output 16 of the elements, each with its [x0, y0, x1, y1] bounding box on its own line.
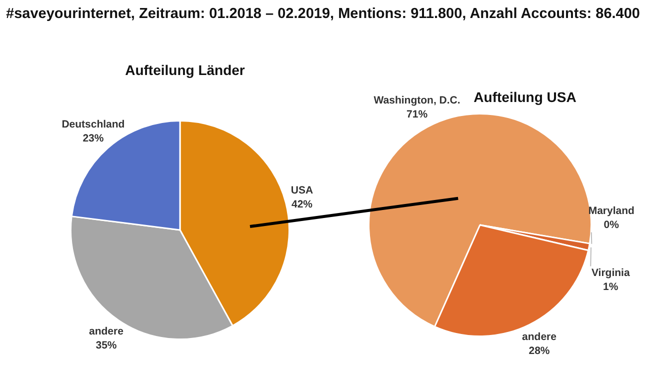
slice-label: USA	[290, 184, 314, 196]
data-label: 35%	[96, 339, 118, 352]
chart-subtitle: Aufteilung Länder	[125, 62, 245, 78]
slice-label: andere	[89, 325, 124, 338]
data-label: 28%	[528, 345, 550, 358]
chart-title: #saveyourinternet, Zeitraum: 01.2018 – 02.2019, Mentions: 911.800, Anzahl Accounts: 86.400	[6, 6, 640, 22]
data-label: 42%	[291, 198, 314, 210]
data-label: 1%	[603, 281, 619, 294]
slice-label: Washington, D.C.	[374, 94, 460, 106]
slice-label: Deutschland	[62, 118, 125, 130]
slice-label: andere	[522, 331, 557, 344]
data-label: 71%	[406, 108, 428, 120]
chart-title: Aufteilung USA	[474, 89, 576, 105]
data-label: 23%	[82, 132, 104, 144]
text: 0%	[604, 219, 619, 232]
slice-label: Virginia	[591, 267, 630, 280]
